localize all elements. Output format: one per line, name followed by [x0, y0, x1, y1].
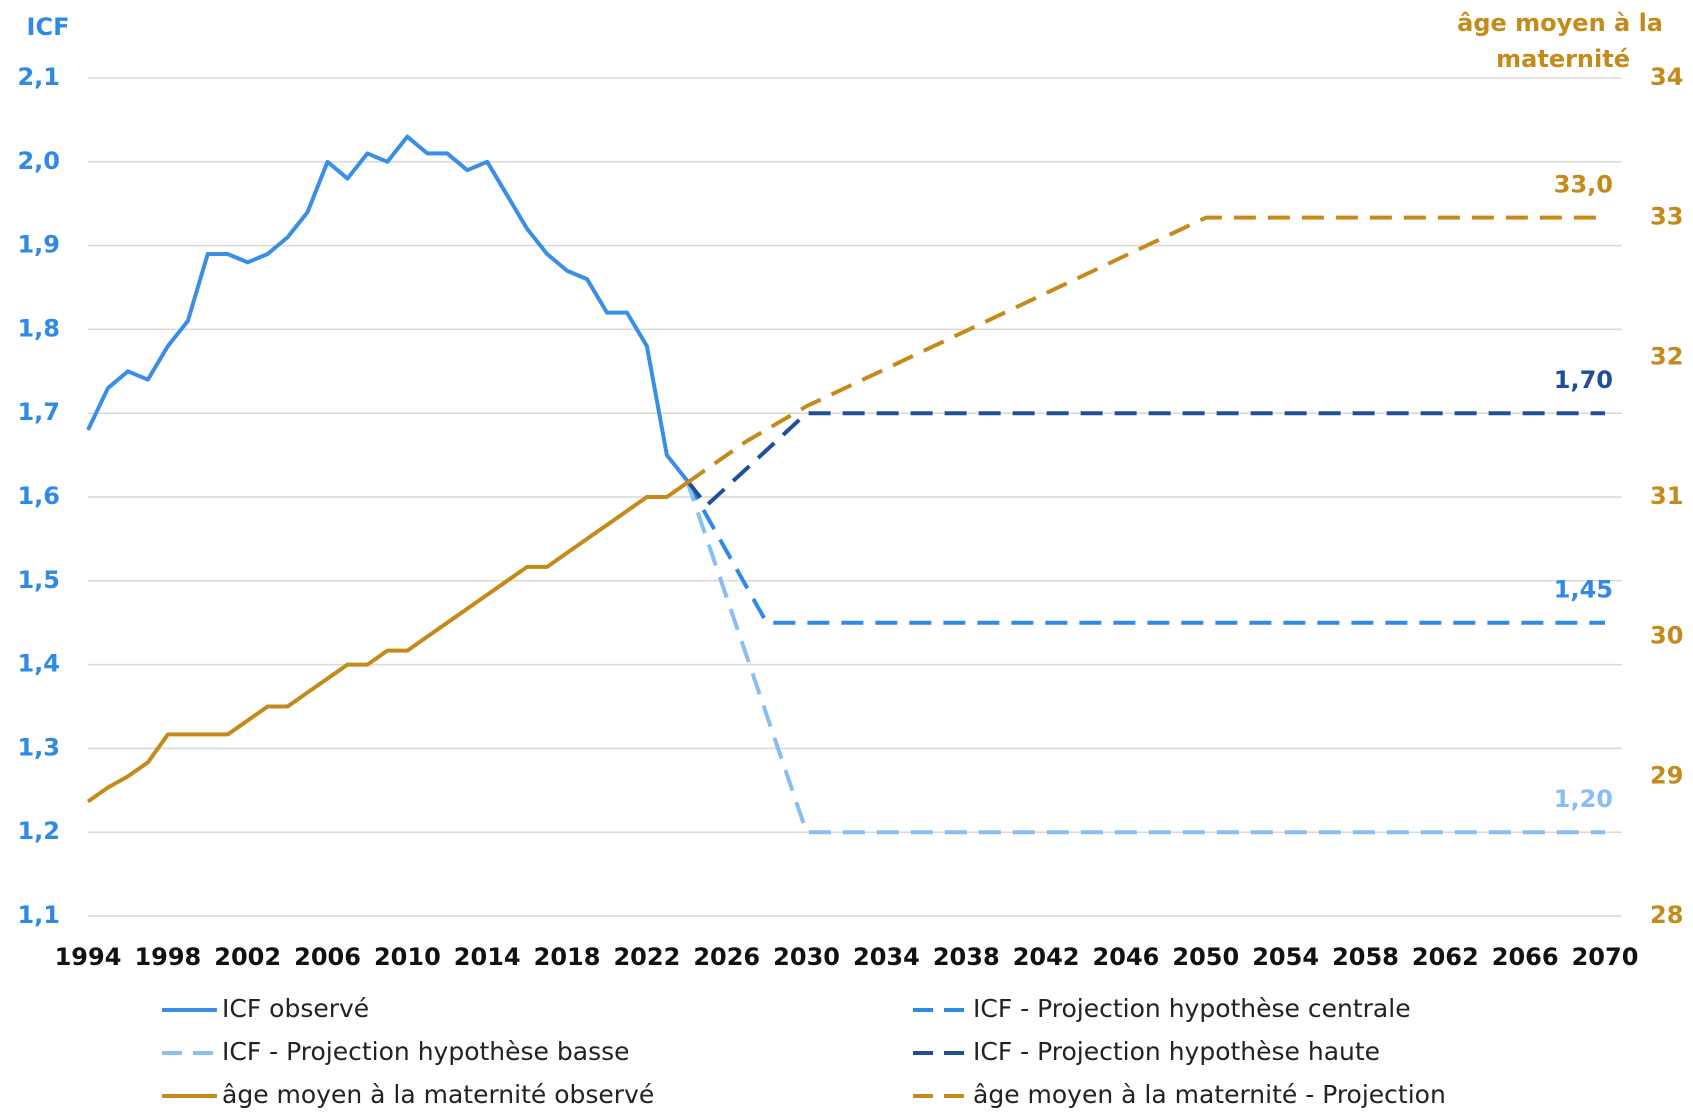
x-tick-label: 2038	[933, 943, 1000, 971]
x-tick-label: 2042	[1013, 943, 1080, 971]
y-tick-label: 1,2	[17, 817, 60, 845]
legend-label: ICF - Projection hypothèse basse	[222, 1037, 630, 1066]
y-tick-label: 1,7	[17, 398, 60, 426]
legend-label: ICF - Projection hypothèse centrale	[973, 994, 1411, 1023]
y-tick-label: 1,3	[17, 733, 60, 761]
x-tick-label: 2006	[294, 943, 361, 971]
y2-tick-label: 34	[1650, 63, 1683, 91]
series-line	[86, 481, 688, 804]
x-tick-label: 2070	[1572, 943, 1639, 971]
y-axis-title: ICF	[27, 13, 70, 41]
data-label: 1,20	[1554, 785, 1613, 813]
data-label: 1,70	[1554, 366, 1613, 394]
x-tick-label: 2050	[1172, 943, 1239, 971]
x-tick-label: 2058	[1332, 943, 1399, 971]
x-tick-label: 2022	[613, 943, 680, 971]
y2-tick-label: 29	[1650, 761, 1683, 789]
series-line	[86, 134, 689, 482]
x-tick-label: 2062	[1412, 943, 1479, 971]
legend-label: ICF observé	[222, 994, 369, 1023]
y2-tick-label: 31	[1650, 482, 1683, 510]
data-label: 33,0	[1554, 171, 1613, 199]
y-tick-label: 1,6	[17, 482, 60, 510]
legend-label: âge moyen à la maternité - Projection	[973, 1080, 1446, 1109]
y2-tick-label: 28	[1650, 901, 1683, 929]
x-tick-label: 2034	[853, 943, 920, 971]
y-tick-label: 1,1	[17, 901, 60, 929]
x-tick-label: 2030	[773, 943, 840, 971]
x-tick-label: 2066	[1492, 943, 1559, 971]
x-tick-label: 2014	[454, 943, 521, 971]
y2-tick-label: 32	[1650, 342, 1683, 370]
y2-tick-label: 30	[1650, 622, 1683, 650]
y-tick-label: 1,5	[17, 566, 60, 594]
y2-axis-title: âge moyen à la	[1457, 9, 1663, 37]
data-label: 1,45	[1554, 576, 1613, 604]
y-tick-label: 2,1	[17, 63, 60, 91]
legend-label: âge moyen à la maternité observé	[222, 1080, 654, 1109]
series-line	[684, 479, 1605, 835]
x-tick-label: 1998	[134, 943, 201, 971]
series-line	[685, 215, 1605, 485]
legend-label: ICF - Projection hypothèse haute	[973, 1037, 1380, 1066]
y-tick-label: 1,9	[17, 231, 60, 259]
y-tick-label: 2,0	[17, 147, 60, 175]
y-tick-label: 1,8	[17, 314, 60, 342]
y2-tick-label: 33	[1650, 203, 1683, 231]
x-tick-label: 2010	[374, 943, 441, 971]
series-line	[685, 479, 1605, 625]
x-tick-label: 1994	[55, 943, 122, 971]
x-tick-label: 2002	[214, 943, 281, 971]
x-tick-label: 2054	[1252, 943, 1319, 971]
series-line	[685, 411, 1605, 508]
x-tick-label: 2018	[534, 943, 601, 971]
x-tick-label: 2046	[1093, 943, 1160, 971]
y-tick-label: 1,4	[17, 650, 60, 678]
y2-axis-title: maternité	[1496, 45, 1630, 73]
x-tick-label: 2026	[693, 943, 760, 971]
